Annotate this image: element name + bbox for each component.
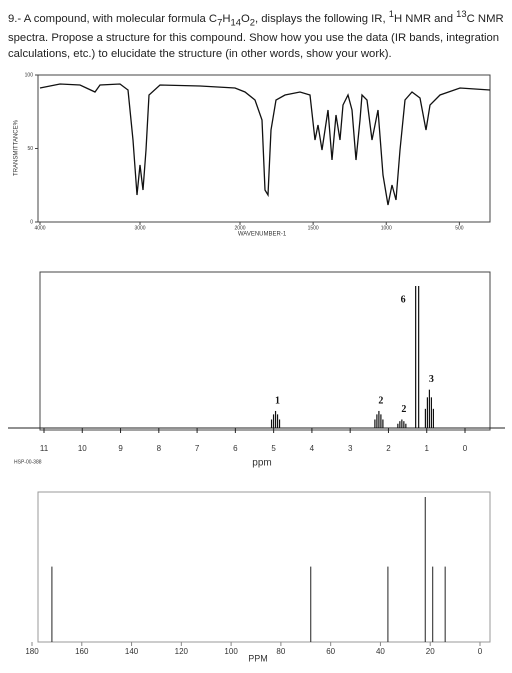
x-tick-label: 1 — [425, 444, 430, 453]
text: 13 — [456, 8, 467, 19]
x-tick-label: 5 — [271, 444, 276, 453]
peak — [415, 286, 420, 428]
x-tick-label: 6 — [233, 444, 238, 453]
text: O — [240, 12, 250, 25]
x-tick-label: 80 — [276, 647, 285, 656]
question-number: 9.- — [8, 12, 22, 25]
h-nmr-code: HSP-00-388 — [14, 459, 42, 465]
text: C NMR spectra. Propose a structure for t… — [8, 12, 504, 61]
text: 1 — [388, 8, 394, 19]
peak — [270, 410, 281, 428]
h-nmr-frame — [39, 271, 491, 431]
integration-label: 3 — [429, 374, 434, 385]
x-tick-label: 140 — [125, 647, 139, 656]
ir-x-title: WAVENUMBER-1 — [238, 232, 287, 238]
x-tick-label: 0 — [463, 444, 468, 453]
x-tick-label: 3000 — [134, 225, 145, 231]
x-tick-label: 180 — [25, 647, 39, 656]
x-tick-label: 60 — [326, 647, 335, 656]
x-tick-label: 160 — [75, 647, 89, 656]
text: H — [222, 12, 231, 25]
question: 9.- A compound, with molecular formula C… — [8, 6, 508, 62]
y-tick-label: 0 — [30, 219, 33, 225]
x-tick-label: 9 — [118, 444, 123, 453]
ir-frame — [37, 74, 491, 223]
x-tick-label: 10 — [78, 444, 87, 453]
x-tick-label: 2000 — [234, 225, 245, 231]
x-tick-label: 120 — [175, 647, 189, 656]
h-nmr-x-title: ppm — [252, 458, 271, 469]
integration-label: 6 — [401, 294, 406, 305]
text: 14 — [230, 16, 241, 28]
x-tick-label: 20 — [426, 647, 435, 656]
peak — [374, 410, 384, 428]
x-tick-label: 1500 — [308, 225, 319, 231]
y-tick-label: 50 — [27, 146, 33, 152]
ir-trace — [39, 83, 491, 206]
x-tick-label: 4000 — [34, 225, 45, 231]
x-tick-label: 500 — [455, 225, 464, 231]
x-tick-label: 11 — [40, 444, 49, 453]
peak — [424, 389, 435, 428]
x-tick-label: 100 — [224, 647, 238, 656]
text: H NMR and — [393, 12, 457, 25]
text: , displays the following IR, — [255, 12, 389, 25]
x-tick-label: 3 — [348, 444, 353, 453]
x-tick-label: 40 — [376, 647, 385, 656]
text: A compound, with molecular formula C — [23, 12, 218, 25]
text: 7 — [217, 16, 223, 28]
integration-label: 2 — [401, 404, 406, 415]
ir-y-title: TRANSMITTANCE% — [14, 119, 20, 176]
x-tick-label: 0 — [478, 647, 483, 656]
peak — [397, 419, 407, 428]
c-nmr-x-title: PPM — [248, 653, 268, 663]
x-tick-label: 4 — [310, 444, 315, 453]
integration-label: 2 — [378, 395, 383, 406]
x-tick-label: 1000 — [381, 225, 392, 231]
y-tick-label: 100 — [25, 72, 34, 78]
c-nmr-frame — [37, 491, 491, 643]
x-tick-label: 8 — [157, 444, 162, 453]
integration-label: 1 — [275, 395, 280, 406]
text: 2 — [249, 16, 255, 28]
question-text: A compound, with molecular formula C7H14… — [8, 8, 504, 61]
x-tick-label: 7 — [195, 444, 200, 453]
x-tick-label: 2 — [386, 444, 391, 453]
